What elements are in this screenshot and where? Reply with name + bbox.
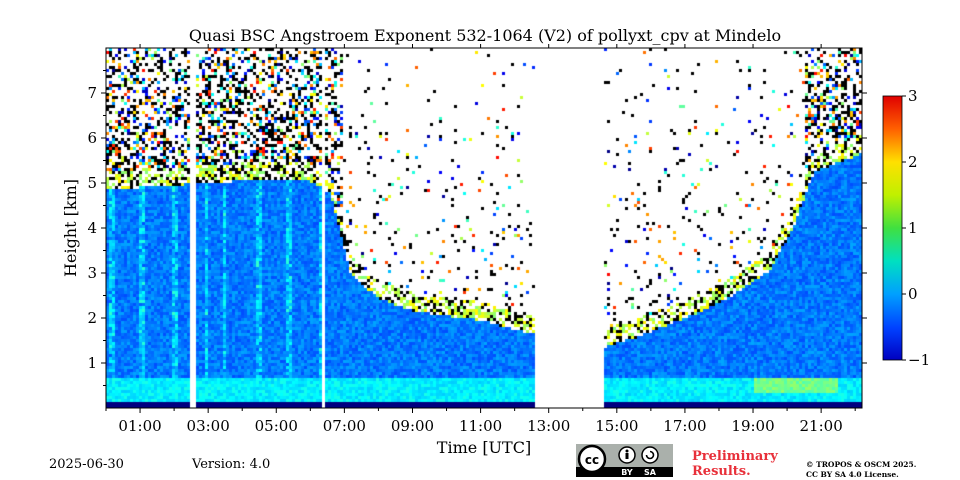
y-tick-label: 2 [87, 309, 97, 327]
y-tick-label: 6 [87, 129, 97, 147]
y-tick-label: 5 [87, 174, 97, 192]
cc-by-label: BY [621, 468, 633, 477]
version-label: Version: 4.0 [192, 457, 271, 472]
colorbar-tick-label: 1 [908, 219, 918, 237]
x-tick-label: 13:00 [527, 417, 570, 435]
y-axis-label: Height [km] [61, 179, 80, 277]
y-tick-label: 4 [87, 219, 97, 237]
preliminary-line-1: Preliminary [692, 449, 778, 464]
copyright-line-1: © TROPOS & OSCM 2025. [806, 460, 917, 469]
svg-text:cc: cc [585, 453, 599, 467]
heatmap-image [106, 48, 862, 408]
y-tick-label: 7 [87, 84, 97, 102]
colorbar-ticks: −1 0 1 2 3 [902, 87, 930, 369]
chart-title: Quasi BSC Angstroem Exponent 532-1064 (V… [189, 26, 781, 45]
preliminary-results-note: Preliminary Results. [692, 449, 778, 479]
x-tick-label: 21:00 [800, 417, 843, 435]
x-tick-label: 03:00 [187, 417, 230, 435]
cc-sa-label: SA [644, 468, 657, 477]
colorbar-tick-label: 3 [908, 87, 918, 105]
colorbar [882, 95, 903, 361]
x-tick-label: 05:00 [255, 417, 298, 435]
x-axis-label: Time [UTC] [437, 438, 531, 457]
y-tick-label: 1 [87, 354, 97, 372]
x-tick-label: 09:00 [391, 417, 434, 435]
copyright-note: © TROPOS & OSCM 2025. CC BY SA 4.0 Licen… [806, 460, 916, 480]
colorbar-tick-label: 0 [908, 285, 918, 303]
x-axis: 01:00 03:00 05:00 07:00 09:00 11:00 13:00 15:00… [105, 44, 856, 435]
x-tick-label: 17:00 [663, 417, 706, 435]
preliminary-line-2: Results. [692, 464, 751, 479]
colorbar-tick-label: −1 [908, 351, 930, 369]
x-tick-label: 15:00 [595, 417, 638, 435]
copyright-line-2: CC BY SA 4.0 License. [806, 470, 899, 479]
y-axis: 1 2 3 4 5 6 7 [87, 70, 867, 386]
plot-area [106, 48, 862, 408]
y-tick-label: 3 [87, 264, 97, 282]
date-label: 2025-06-30 [49, 457, 124, 472]
x-tick-label: 11:00 [459, 417, 502, 435]
x-tick-label: 19:00 [731, 417, 774, 435]
x-tick-label: 01:00 [118, 417, 161, 435]
colorbar-tick-label: 2 [908, 153, 918, 171]
cc-by-sa-icon: cc BY SA [576, 444, 673, 477]
x-tick-label: 07:00 [323, 417, 366, 435]
